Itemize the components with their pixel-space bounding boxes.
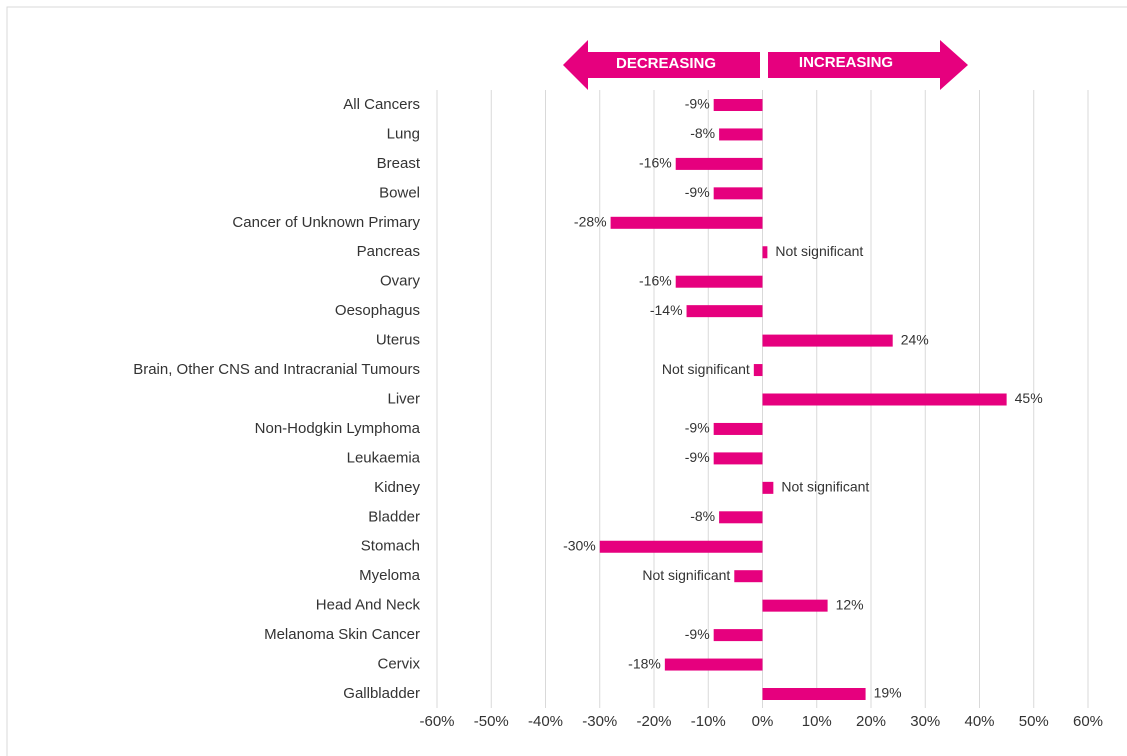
bar xyxy=(675,275,763,288)
value-label: Not significant xyxy=(662,361,750,377)
value-label: -16% xyxy=(639,155,672,171)
y-tick-label: Ovary xyxy=(380,273,421,290)
value-label: -9% xyxy=(685,184,710,200)
y-tick-label: Pancreas xyxy=(357,243,420,260)
bar xyxy=(686,305,763,318)
bar xyxy=(753,364,763,377)
y-tick-label: Leukaemia xyxy=(347,449,421,466)
y-tick-label: Brain, Other CNS and Intracranial Tumour… xyxy=(133,361,420,378)
value-label: -8% xyxy=(690,125,715,141)
y-tick-label: Stomach xyxy=(361,538,420,555)
value-label: -9% xyxy=(685,96,710,112)
y-tick-label: Kidney xyxy=(374,479,420,496)
y-tick-label: Breast xyxy=(377,155,421,172)
value-label: Not significant xyxy=(781,479,869,495)
bar xyxy=(762,599,828,612)
value-label: 12% xyxy=(836,596,864,612)
bar xyxy=(664,658,763,671)
value-label: 45% xyxy=(1015,390,1043,406)
bar xyxy=(719,128,763,141)
x-tick-label: 0% xyxy=(752,713,774,730)
y-tick-label: Oesophagus xyxy=(335,302,420,319)
value-label: -30% xyxy=(563,537,596,553)
bar xyxy=(762,246,768,259)
bar xyxy=(762,393,1007,406)
x-tick-label: -50% xyxy=(474,713,509,730)
x-tick-label: -60% xyxy=(419,713,454,730)
y-tick-label: Liver xyxy=(387,390,420,407)
x-tick-label: 60% xyxy=(1073,713,1103,730)
bar xyxy=(713,629,763,642)
bar xyxy=(599,540,763,553)
bar xyxy=(762,481,774,494)
y-tick-label: Gallbladder xyxy=(343,685,420,702)
value-label: -9% xyxy=(685,449,710,465)
y-tick-label: Myeloma xyxy=(359,567,421,584)
x-tick-label: -20% xyxy=(636,713,671,730)
value-label: -16% xyxy=(639,272,672,288)
bar xyxy=(713,422,763,435)
bar xyxy=(719,511,763,524)
x-tick-label: 20% xyxy=(856,713,886,730)
chart-border xyxy=(6,6,1127,756)
bar xyxy=(762,688,866,700)
value-label: -9% xyxy=(685,626,710,642)
annotation: DECREASING xyxy=(616,55,716,72)
value-label: 24% xyxy=(901,331,929,347)
y-tick-label: Non-Hodgkin Lymphoma xyxy=(255,420,421,437)
x-tick-label: -40% xyxy=(528,713,563,730)
decreasing-arrow xyxy=(563,40,760,90)
bar xyxy=(713,99,763,111)
bar xyxy=(762,334,893,347)
bar xyxy=(713,452,763,465)
x-tick-label: 50% xyxy=(1019,713,1049,730)
y-tick-label: Lung xyxy=(387,125,420,142)
y-tick-label: Bowel xyxy=(379,184,420,201)
bar xyxy=(713,187,763,200)
value-label: -14% xyxy=(650,302,683,318)
bar xyxy=(610,216,763,229)
value-label: -18% xyxy=(628,655,661,671)
y-tick-label: Uterus xyxy=(376,332,420,349)
value-label: Not significant xyxy=(642,567,730,583)
x-tick-label: -10% xyxy=(691,713,726,730)
increasing-arrow xyxy=(768,40,968,90)
y-tick-label: Cervix xyxy=(377,656,420,673)
y-tick-label: Head And Neck xyxy=(316,597,421,614)
y-tick-label: Bladder xyxy=(368,508,420,525)
value-label: 19% xyxy=(874,685,902,701)
value-label: -9% xyxy=(685,420,710,436)
y-tick-label: Cancer of Unknown Primary xyxy=(232,214,420,231)
value-label: -8% xyxy=(690,508,715,524)
value-label: Not significant xyxy=(775,243,863,259)
x-tick-label: 30% xyxy=(910,713,940,730)
y-tick-label: All Cancers xyxy=(343,96,420,113)
x-tick-label: -30% xyxy=(582,713,617,730)
bar xyxy=(734,570,763,583)
annotation: INCREASING xyxy=(799,54,893,71)
x-tick-label: 40% xyxy=(964,713,994,730)
bar xyxy=(675,157,763,170)
x-tick-label: 10% xyxy=(802,713,832,730)
y-tick-label: Melanoma Skin Cancer xyxy=(264,626,420,643)
value-label: -28% xyxy=(574,214,607,230)
